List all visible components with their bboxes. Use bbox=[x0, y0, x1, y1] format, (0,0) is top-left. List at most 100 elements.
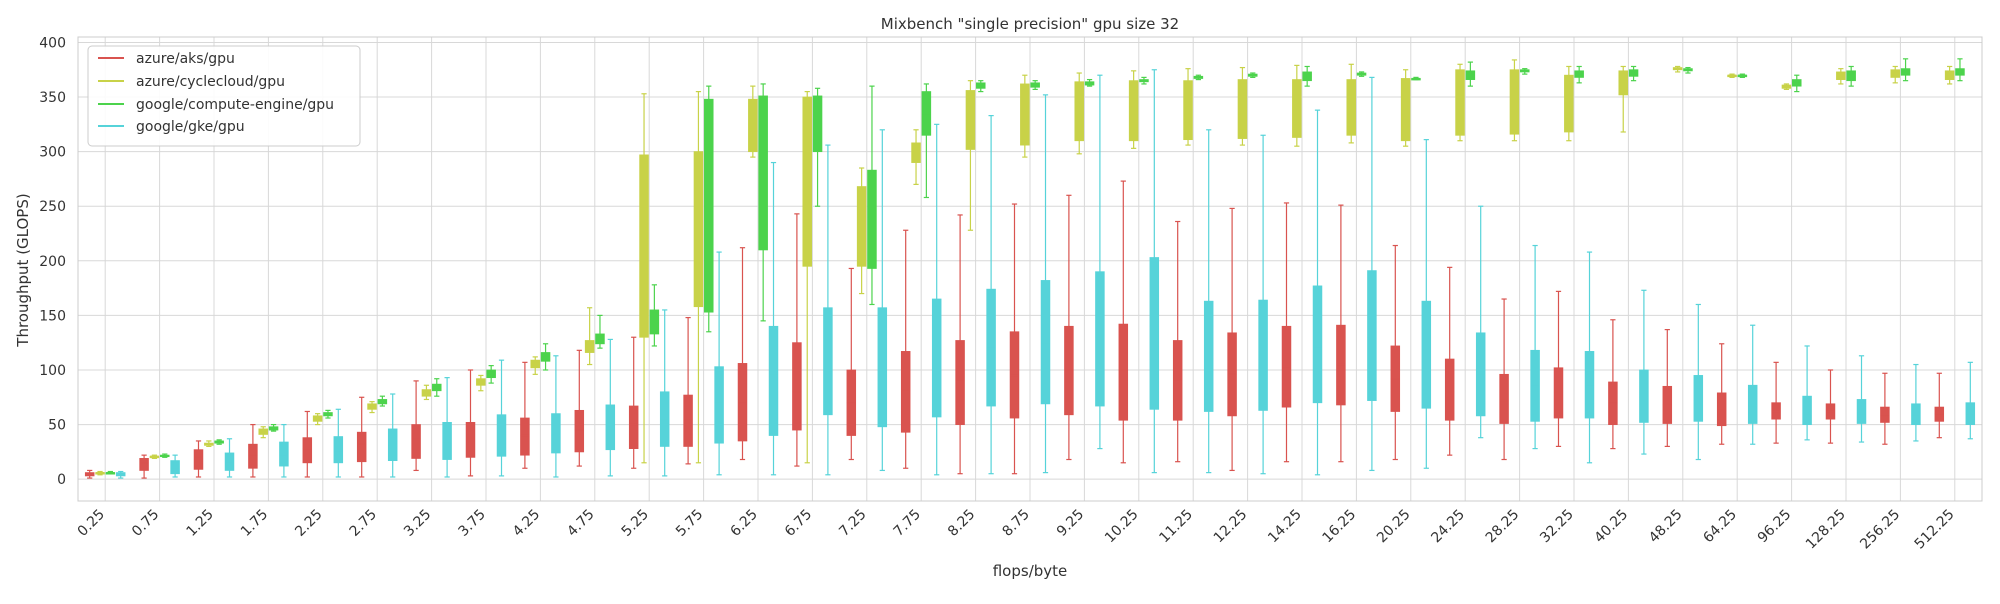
x-tick-label: 20.25 bbox=[1374, 507, 1414, 547]
x-tick-label: 2.75 bbox=[347, 507, 380, 540]
box-google-gke-gpu bbox=[1421, 139, 1432, 469]
box-iqr bbox=[639, 154, 649, 338]
box-azure-cyclecloud-gpu bbox=[748, 85, 758, 158]
box-iqr bbox=[302, 437, 313, 464]
box-iqr bbox=[1747, 384, 1758, 424]
box-google-compute-engine-gpu bbox=[323, 409, 333, 419]
x-tick-label: 5.25 bbox=[619, 507, 652, 540]
box-google-gke-gpu bbox=[496, 359, 507, 477]
box-google-gke-gpu bbox=[1203, 129, 1214, 474]
box-azure-aks-gpu bbox=[1662, 328, 1673, 448]
box-google-gke-gpu bbox=[170, 454, 180, 478]
box-google-compute-engine-gpu bbox=[1411, 76, 1421, 81]
box-google-compute-engine-gpu bbox=[1193, 74, 1204, 81]
box-azure-aks-gpu bbox=[846, 267, 857, 461]
box-google-compute-engine-gpu bbox=[540, 343, 551, 371]
box-google-compute-engine-gpu bbox=[1574, 65, 1584, 84]
box-azure-aks-gpu bbox=[1553, 290, 1564, 448]
box-iqr bbox=[1292, 79, 1302, 138]
x-tick-label: 40.25 bbox=[1592, 507, 1632, 547]
box-iqr bbox=[1716, 392, 1727, 427]
box-google-gke-gpu bbox=[1965, 361, 1976, 440]
box-google-compute-engine-gpu bbox=[1356, 71, 1367, 77]
box-azure-cyclecloud-gpu bbox=[421, 384, 432, 401]
box-google-gke-gpu bbox=[659, 309, 670, 477]
box-azure-cyclecloud-gpu bbox=[1074, 72, 1084, 155]
box-google-compute-engine-gpu bbox=[976, 80, 986, 93]
box-google-gke-gpu bbox=[1693, 303, 1704, 461]
box-google-gke-gpu bbox=[442, 377, 452, 478]
y-tick-label: 100 bbox=[39, 363, 66, 379]
box-google-gke-gpu bbox=[1530, 244, 1540, 450]
box-iqr bbox=[442, 421, 452, 460]
x-tick-label: 6.25 bbox=[727, 507, 760, 540]
box-iqr bbox=[1118, 323, 1129, 421]
box-azure-cyclecloud-gpu bbox=[1020, 74, 1030, 158]
box-iqr bbox=[520, 417, 530, 456]
box-iqr bbox=[356, 431, 367, 463]
grid-lines bbox=[78, 37, 1982, 501]
box-iqr bbox=[605, 404, 616, 451]
x-tick-labels: 0.25 0.75 1.25 1.75 2.25 2.75 3.25 3.75 4.25 4.75… bbox=[75, 507, 1958, 553]
box-azure-cyclecloud-gpu bbox=[530, 356, 540, 375]
box-iqr bbox=[1312, 285, 1323, 404]
box-google-compute-engine-gpu bbox=[1900, 58, 1911, 82]
box-azure-cyclecloud-gpu bbox=[367, 401, 377, 414]
box-iqr bbox=[1421, 300, 1432, 409]
box-google-gke-gpu bbox=[714, 251, 724, 476]
box-iqr bbox=[476, 378, 486, 386]
box-iqr bbox=[1258, 299, 1268, 411]
box-iqr bbox=[911, 142, 921, 163]
box-iqr bbox=[900, 351, 911, 433]
box-google-compute-engine-gpu bbox=[1846, 65, 1856, 87]
box-azure-aks-gpu bbox=[1608, 319, 1618, 450]
box-iqr bbox=[1183, 80, 1193, 141]
legend-label-gke: google/gke/gpu bbox=[136, 119, 245, 135]
box-azure-cyclecloud-gpu bbox=[1890, 65, 1900, 84]
x-tick-label: 16.25 bbox=[1320, 507, 1360, 547]
box-azure-cyclecloud-gpu bbox=[802, 90, 812, 464]
y-tick-label: 250 bbox=[39, 199, 66, 215]
x-tick-label: 6.75 bbox=[782, 507, 815, 540]
y-tick-labels: 0 50 100 150 200 250 300 350 400 bbox=[39, 35, 66, 488]
box-iqr bbox=[1693, 375, 1704, 422]
x-tick-label: 1.25 bbox=[183, 507, 216, 540]
box-azure-cyclecloud-gpu bbox=[1183, 68, 1193, 146]
y-tick-label: 350 bbox=[39, 90, 66, 106]
box-iqr bbox=[628, 405, 639, 449]
box-iqr bbox=[1444, 358, 1455, 421]
box-iqr bbox=[1095, 271, 1105, 407]
box-iqr bbox=[1639, 369, 1649, 423]
box-azure-cyclecloud-gpu bbox=[693, 90, 704, 464]
box-iqr bbox=[170, 460, 180, 475]
box-azure-cyclecloud-gpu bbox=[1292, 64, 1302, 147]
box-google-compute-engine-gpu bbox=[704, 85, 714, 333]
box-iqr bbox=[649, 309, 660, 335]
box-iqr bbox=[193, 449, 204, 470]
box-azure-aks-gpu bbox=[955, 214, 965, 475]
box-google-compute-engine-gpu bbox=[867, 85, 877, 306]
box-iqr bbox=[139, 458, 149, 471]
box-iqr bbox=[1346, 79, 1356, 136]
x-tick-label: 7.75 bbox=[891, 507, 924, 540]
legend-label-cyclecloud: azure/cyclecloud/gpu bbox=[136, 74, 285, 90]
box-iqr bbox=[792, 342, 802, 431]
box-google-gke-gpu bbox=[1475, 205, 1486, 439]
box-google-gke-gpu bbox=[1747, 324, 1758, 445]
box-iqr bbox=[574, 409, 585, 453]
box-google-compute-engine-gpu bbox=[921, 83, 932, 199]
box-iqr bbox=[965, 90, 976, 150]
box-google-compute-engine-gpu bbox=[649, 284, 660, 347]
box-azure-aks-gpu bbox=[411, 380, 421, 472]
y-tick-label: 200 bbox=[39, 254, 66, 270]
box-azure-cyclecloud-gpu bbox=[476, 374, 486, 392]
x-tick-label: 8.25 bbox=[945, 507, 978, 540]
box-google-gke-gpu bbox=[1639, 289, 1649, 455]
box-iqr bbox=[1584, 351, 1595, 419]
y-tick-label: 150 bbox=[39, 308, 66, 324]
box-azure-cyclecloud-gpu bbox=[1400, 69, 1411, 147]
box-azure-aks-gpu bbox=[1336, 204, 1346, 463]
box-google-gke-gpu bbox=[1149, 69, 1160, 474]
x-tick-label: 3.25 bbox=[401, 507, 434, 540]
box-azure-cyclecloud-gpu bbox=[1128, 70, 1139, 149]
